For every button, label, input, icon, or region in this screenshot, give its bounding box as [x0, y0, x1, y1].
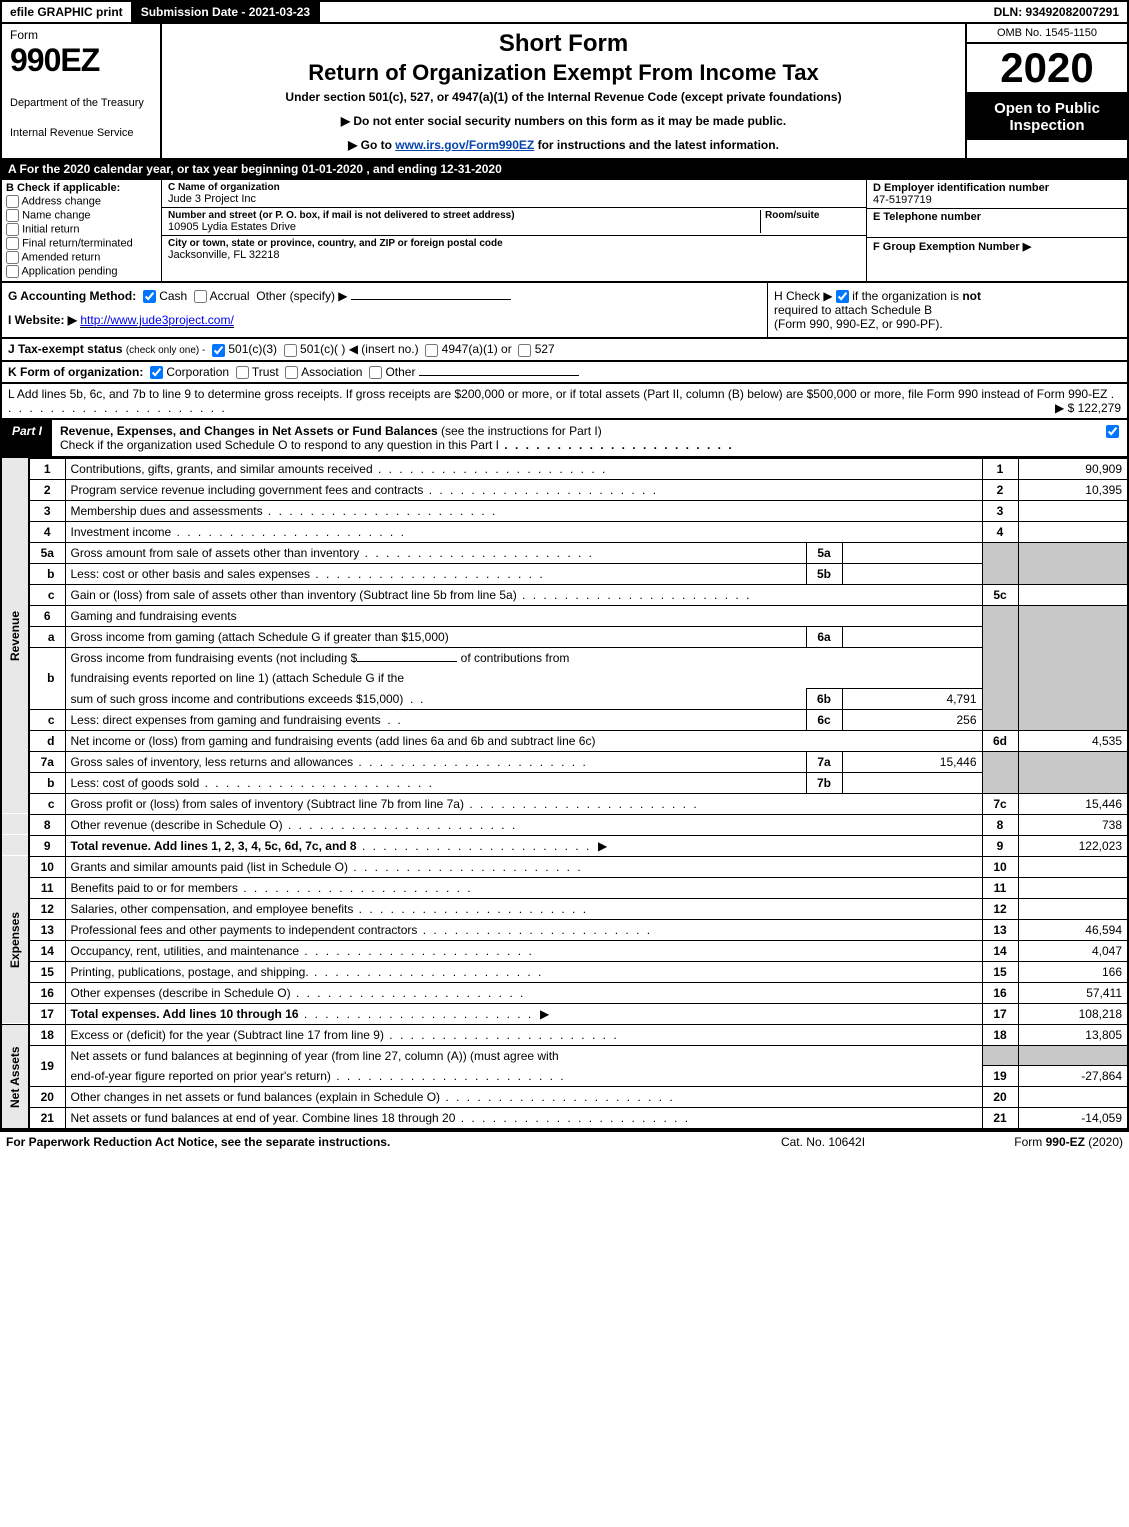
header-left: Form 990EZ Department of the Treasury In…: [2, 24, 162, 158]
city-label: City or town, state or province, country…: [168, 238, 860, 249]
org-address: 10905 Lydia Estates Drive: [168, 221, 760, 233]
top-bar: efile GRAPHIC print Submission Date - 20…: [0, 0, 1129, 24]
website-label: I Website: ▶: [8, 313, 77, 327]
website-link[interactable]: http://www.jude3project.com/: [80, 313, 233, 328]
org-name-label: C Name of organization: [168, 182, 860, 193]
org-city: Jacksonville, FL 32218: [168, 249, 860, 261]
part-1-title: Revenue, Expenses, and Changes in Net As…: [52, 420, 1097, 456]
form-title: Return of Organization Exempt From Incom…: [170, 60, 957, 86]
submission-date: Submission Date - 2021-03-23: [133, 2, 320, 22]
col-d: D Employer identification number 47-5197…: [867, 180, 1127, 281]
page-footer: For Paperwork Reduction Act Notice, see …: [0, 1130, 1129, 1152]
val-7c: 15,446: [1018, 793, 1128, 814]
cb-final-return[interactable]: Final return/terminated: [6, 237, 157, 250]
room-label: Room/suite: [765, 210, 860, 221]
cb-cash[interactable]: [143, 290, 156, 303]
val-8: 738: [1018, 814, 1128, 835]
dept-treasury: Department of the Treasury: [10, 97, 152, 109]
efile-print[interactable]: efile GRAPHIC print: [2, 2, 133, 22]
row-k-org-form: K Form of organization: Corporation Trus…: [0, 362, 1129, 384]
side-expenses: Expenses: [1, 856, 29, 1024]
form-subtitle: Under section 501(c), 527, or 4947(a)(1)…: [170, 90, 957, 104]
cb-name-change[interactable]: Name change: [6, 209, 157, 222]
val-19: -27,864: [1018, 1066, 1128, 1087]
val-9: 122,023: [1018, 835, 1128, 856]
cb-trust[interactable]: [236, 366, 249, 379]
goto-line: ▶ Go to www.irs.gov/Form990EZ for instru…: [170, 138, 957, 152]
row-l-gross-receipts: L Add lines 5b, 6c, and 7b to line 9 to …: [0, 384, 1129, 420]
part-1-tag: Part I: [2, 420, 52, 456]
entity-info: B Check if applicable: Address change Na…: [0, 180, 1129, 283]
form-number: 990EZ: [10, 42, 152, 79]
side-net-assets: Net Assets: [1, 1024, 29, 1129]
cb-501c3[interactable]: [212, 344, 225, 357]
desc-1: Contributions, gifts, grants, and simila…: [65, 458, 982, 479]
cb-501c[interactable]: [284, 344, 297, 357]
ein-label: D Employer identification number: [873, 182, 1121, 194]
dln: DLN: 93492082007291: [986, 2, 1127, 22]
cb-application-pending[interactable]: Application pending: [6, 265, 157, 278]
part-1-header: Part I Revenue, Expenses, and Changes in…: [0, 420, 1129, 458]
cb-association[interactable]: [285, 366, 298, 379]
group-exemption-label: F Group Exemption Number ▶: [873, 240, 1121, 253]
val-7a: 15,446: [842, 751, 982, 772]
col-c-org: C Name of organization Jude 3 Project In…: [162, 180, 867, 281]
row-j-tax-exempt: J Tax-exempt status (check only one) - 5…: [0, 339, 1129, 361]
val-21: -14,059: [1018, 1108, 1128, 1130]
paperwork-notice: For Paperwork Reduction Act Notice, see …: [6, 1135, 723, 1149]
ein-value: 47-5197719: [873, 194, 1121, 206]
header-mid: Short Form Return of Organization Exempt…: [162, 24, 967, 158]
form-header: Form 990EZ Department of the Treasury In…: [0, 24, 1129, 160]
omb-number: OMB No. 1545-1150: [967, 24, 1127, 44]
col-b-checkboxes: B Check if applicable: Address change Na…: [2, 180, 162, 281]
cb-amended-return[interactable]: Amended return: [6, 251, 157, 264]
cat-no: Cat. No. 10642I: [723, 1135, 923, 1149]
cb-527[interactable]: [518, 344, 531, 357]
val-18: 13,805: [1018, 1024, 1128, 1045]
form-footer: Form 990-EZ (2020): [923, 1135, 1123, 1149]
org-name: Jude 3 Project Inc: [168, 193, 860, 205]
short-form: Short Form: [170, 30, 957, 58]
ln-1: 1: [29, 458, 65, 479]
irs-label: Internal Revenue Service: [10, 127, 152, 139]
ssn-warning: ▶ Do not enter social security numbers o…: [170, 114, 957, 128]
cb-address-change[interactable]: Address change: [6, 195, 157, 208]
cb-other-org[interactable]: [369, 366, 382, 379]
val-16: 57,411: [1018, 982, 1128, 1003]
lines-table: Revenue 1 Contributions, gifts, grants, …: [0, 458, 1129, 1131]
part-1-checkbox[interactable]: [1097, 420, 1127, 456]
cb-sched-b[interactable]: [836, 290, 849, 303]
val-15: 166: [1018, 961, 1128, 982]
row-gh: G Accounting Method: Cash Accrual Other …: [0, 283, 1129, 339]
cb-initial-return[interactable]: Initial return: [6, 223, 157, 236]
val-14: 4,047: [1018, 940, 1128, 961]
header-right: OMB No. 1545-1150 2020 Open to Public In…: [967, 24, 1127, 158]
val-6d: 4,535: [1018, 730, 1128, 751]
irs-link[interactable]: www.irs.gov/Form990EZ: [395, 138, 534, 152]
tax-year: 2020: [967, 44, 1127, 94]
val-6c: 256: [842, 709, 982, 730]
col-b-header: B Check if applicable:: [6, 182, 157, 194]
val-1: 90,909: [1018, 458, 1128, 479]
val-2: 10,395: [1018, 479, 1128, 500]
open-inspection: Open to Public Inspection: [967, 94, 1127, 140]
val-6b: 4,791: [842, 688, 982, 709]
accounting-method: G Accounting Method: Cash Accrual Other …: [2, 283, 767, 337]
cb-4947[interactable]: [425, 344, 438, 357]
row-a-tax-year: A For the 2020 calendar year, or tax yea…: [0, 160, 1129, 180]
cb-corporation[interactable]: [150, 366, 163, 379]
cb-accrual[interactable]: [194, 290, 207, 303]
tel-label: E Telephone number: [873, 211, 1121, 223]
schedule-b-check: H Check ▶ if the organization is not req…: [767, 283, 1127, 337]
addr-label: Number and street (or P. O. box, if mail…: [168, 210, 760, 221]
val-17: 108,218: [1018, 1003, 1128, 1024]
form-label: Form: [10, 28, 152, 42]
side-revenue: Revenue: [1, 458, 29, 814]
gross-receipts-amount: ▶ $ 122,279: [1055, 401, 1121, 415]
val-13: 46,594: [1018, 919, 1128, 940]
